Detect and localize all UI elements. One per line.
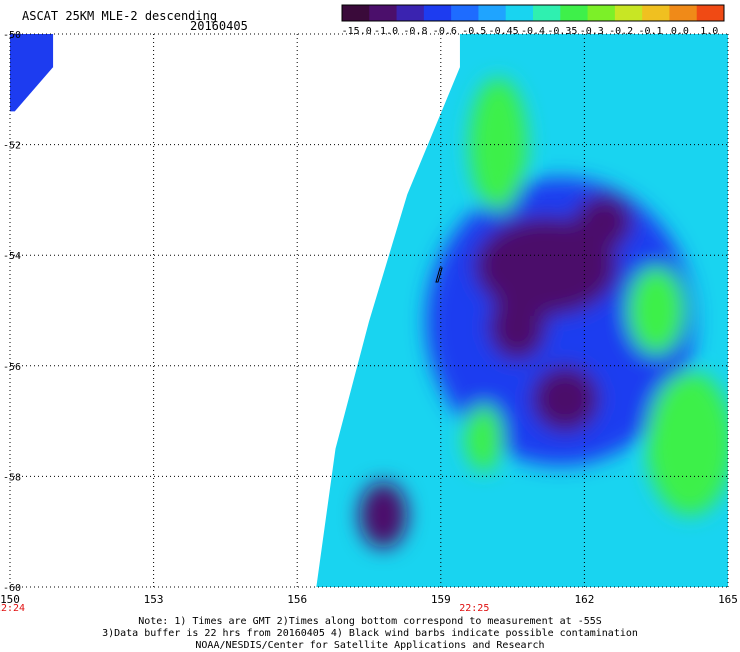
- colorbar-swatch: [533, 5, 561, 21]
- colorbar-label: -0.45: [488, 26, 519, 37]
- y-tick-label: -50: [3, 30, 21, 41]
- x-tick-label: 150: [0, 593, 20, 606]
- colorbar-label: -0.2: [609, 26, 634, 37]
- x-tick-label: 165: [718, 593, 738, 606]
- colorbar-labels: -15.0 -1.0 -0.8 -0.6 -0.5 -0.45 -0.4 -0.35 -0.3-…: [0, 26, 740, 38]
- high-value-region: [488, 293, 547, 361]
- colorbar-frame: [341, 4, 725, 22]
- colorbar-label: -0.8: [403, 26, 428, 37]
- colorbar-label: -0.3: [579, 26, 604, 37]
- colorbar-swatch: [423, 5, 452, 21]
- colorbar-swatch: [560, 5, 589, 21]
- colorbar-swatch: [505, 5, 534, 21]
- colorbar-swatch: [669, 5, 698, 21]
- note-line-1: Note: 1) Times are GMT 2)Times along bot…: [138, 616, 602, 627]
- note-line-2: 3)Data buffer is 22 hrs from 20160405 4)…: [102, 628, 638, 639]
- colorbar-swatch: [478, 5, 507, 21]
- colorbar-swatch: [614, 5, 643, 21]
- colorbar-label: -0.6: [432, 26, 457, 37]
- colorbar-label: -15.0: [341, 26, 372, 37]
- y-tick-label: -52: [3, 141, 21, 152]
- colorbar-swatch: [642, 5, 670, 21]
- wind-barb: [435, 267, 443, 283]
- high-value-region: [474, 216, 618, 317]
- high-value-region: [574, 194, 633, 250]
- chart-date: 20160405: [190, 19, 248, 33]
- high-value-region: [531, 365, 599, 433]
- time-label: 22:25: [459, 603, 489, 614]
- note-line-3: NOAA/NESDIS/Center for Satellite Applica…: [195, 640, 545, 651]
- time-label: 22:24: [0, 603, 25, 614]
- data-swath: [316, 34, 728, 587]
- chart-title: ASCAT 25KM MLE-2 descending: [22, 9, 218, 23]
- y-tick-label: -60: [3, 583, 21, 594]
- colorbar-swatch: [396, 5, 425, 21]
- colorbar-label: -0.1: [638, 26, 663, 37]
- y-tick-label: -54: [3, 251, 21, 262]
- colorbar-label: -0.35: [547, 26, 578, 37]
- colorbar-label: 1.0: [700, 26, 719, 37]
- footnotes: Note: 1) Times are GMT 2)Times along bot…: [0, 616, 740, 652]
- colorbar-swatch: [342, 5, 370, 21]
- colorbar-label: -1.0: [374, 26, 399, 37]
- colorbar-swatch: [451, 5, 479, 21]
- colorbar-swatch: [587, 5, 616, 21]
- grid: [9, 33, 729, 588]
- y-tick-label: -56: [3, 362, 21, 373]
- colorbar-label: 0.0: [670, 26, 689, 37]
- colorbar-swatch: [369, 5, 398, 21]
- y-tick-label: -58: [3, 472, 21, 483]
- colorbar-label: -0.4: [520, 26, 546, 37]
- x-tick-label: 156: [287, 593, 307, 606]
- low-value-region: [646, 371, 728, 516]
- x-tick-label: 162: [574, 593, 594, 606]
- x-tick-label: 153: [144, 593, 164, 606]
- low-value-region: [627, 266, 685, 355]
- low-value-region: [464, 404, 504, 471]
- colorbar-swatch: [696, 5, 725, 21]
- high-value-region: [359, 481, 408, 549]
- colorbar-label: -0.5: [462, 26, 487, 37]
- x-tick-label: 159: [431, 593, 451, 606]
- edge-fragment: [10, 34, 54, 112]
